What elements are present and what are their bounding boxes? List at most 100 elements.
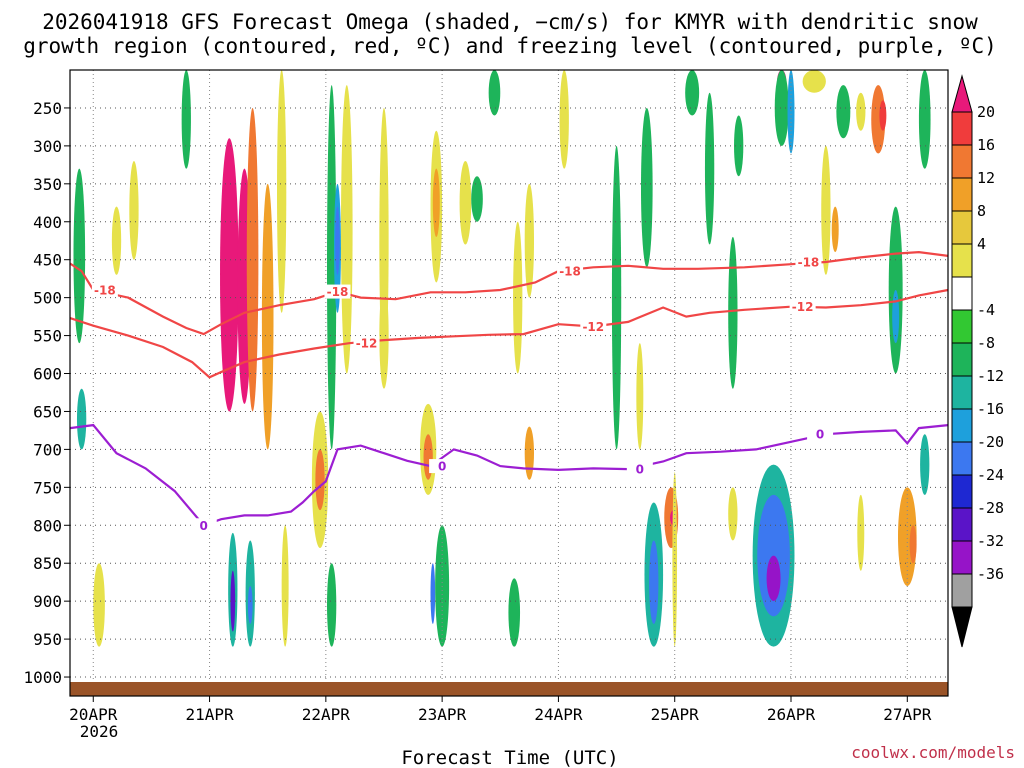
omega-cell-3 — [261, 183, 274, 450]
omega-cell-61 — [247, 585, 253, 624]
omega-cell-66 — [281, 525, 289, 647]
colorbar-label--12: -12 — [977, 367, 1004, 385]
omega-cell-46 — [821, 145, 831, 275]
omega-cell-71 — [836, 85, 851, 139]
omega-cell-9 — [335, 206, 340, 275]
y-tick-label-250: 250 — [33, 99, 62, 118]
y-tick-label-500: 500 — [33, 289, 62, 308]
contours: -18 -18 -18 -18 -12 -12 -12 0 0 0 0 — [69, 250, 949, 533]
isotherm-m18-label-0: -18 — [94, 284, 116, 298]
colorbar-label-16: 16 — [977, 136, 995, 154]
omega-cell-34 — [649, 540, 659, 624]
x-tick-label-21APR: 21APR — [185, 705, 234, 724]
isotherm-m12-label-bg-1 — [580, 319, 607, 334]
omega-cell-25 — [524, 183, 535, 298]
omega-cell-31 — [636, 343, 644, 450]
colorbar-label-4: 4 — [977, 235, 986, 253]
y-tick-label-950: 950 — [33, 630, 62, 649]
y-tick-label-650: 650 — [33, 402, 62, 421]
ground-band — [70, 682, 948, 696]
freezing-level-label-0: 0 — [200, 519, 208, 533]
omega-cell-67 — [728, 487, 738, 541]
omega-cell-40 — [734, 115, 744, 177]
colorbar-label--16: -16 — [977, 400, 1004, 418]
x-tick-label-23APR: 23APR — [418, 705, 467, 724]
omega-cell-43 — [766, 555, 781, 602]
plot-background — [70, 70, 948, 696]
omega-cell-53 — [909, 525, 917, 564]
omega-cell-51 — [892, 290, 900, 344]
omega-cell-38 — [685, 70, 700, 116]
omega-cell-37 — [672, 472, 678, 647]
omega-cell-62 — [93, 563, 105, 647]
x-tick-label-20APR: 20APR — [69, 705, 118, 724]
colorbar-seg-4 — [951, 210, 973, 245]
chart-title-line2: growth region (contoured, red, ºC) and f… — [23, 34, 997, 58]
chart-title-line1: 2026041918 GFS Forecast Omega (shaded, −… — [42, 10, 978, 34]
x-year-label: 2026 — [80, 722, 119, 741]
isotherm-m18-label-1: -18 — [327, 285, 349, 299]
colorbar-label-12: 12 — [977, 169, 995, 187]
colorbar-seg-6 — [951, 276, 973, 311]
omega-cell-29 — [524, 426, 535, 480]
colorbar-label--32: -32 — [977, 532, 1004, 550]
freezing-level-label-bg-3 — [807, 427, 834, 442]
isotherm-m12-label-0: -12 — [356, 337, 378, 351]
omega-cell-17 — [432, 168, 440, 237]
isotherm-m12-label-bg-2 — [789, 299, 816, 314]
colorbar-seg-13 — [951, 507, 973, 542]
isotherm-m18-label-bg-1 — [324, 284, 351, 299]
omega-cell-30 — [611, 145, 622, 450]
colorbar-label--4: -4 — [977, 301, 995, 319]
y-tick-label-750: 750 — [33, 478, 62, 497]
omega-cell-26 — [559, 70, 569, 169]
freezing-level-label-bg-1 — [429, 459, 456, 474]
omega-cell-10 — [340, 85, 353, 374]
colorbar-label--20: -20 — [977, 433, 1004, 451]
freezing-level-label-2: 0 — [636, 463, 644, 477]
omega-cell-15 — [379, 282, 389, 389]
omega-cell-59 — [230, 570, 236, 632]
y-tick-label-700: 700 — [33, 440, 62, 459]
y-tick-label-350: 350 — [33, 175, 62, 194]
y-tick-label-850: 850 — [33, 554, 62, 573]
omega-cell-18 — [459, 161, 472, 245]
y-axis: 250 300 350 400 450 500 550 600 650 700 750 800 850 9… — [23, 99, 70, 687]
omega-cell-47 — [831, 206, 839, 253]
colorbar: 20 16 12 8 4 -4 -8 -12 -16 -20 -24 -28 -32 -36 — [951, 74, 1004, 648]
isotherm-m12-label-1: -12 — [582, 320, 604, 334]
colorbar-seg-10 — [951, 408, 973, 443]
y-tick-label-800: 800 — [33, 516, 62, 535]
colorbar-top-arrow — [951, 74, 973, 113]
omega-cell-64 — [76, 388, 87, 450]
colorbar-label--28: -28 — [977, 499, 1004, 517]
y-tick-label-900: 900 — [33, 592, 62, 611]
y-tick-label-600: 600 — [33, 365, 62, 384]
omega-cell-55 — [920, 434, 930, 495]
colorbar-seg-12 — [951, 474, 973, 509]
isotherm-m18-label-3: -18 — [798, 255, 820, 269]
omega-cell-68 — [802, 70, 826, 93]
colorbar-seg-2 — [951, 144, 973, 179]
omega-cell-65 — [181, 70, 191, 169]
isotherm-m12-label-bg-0 — [353, 336, 380, 351]
omega-cell-50 — [888, 206, 903, 374]
colorbar-seg-5 — [951, 243, 973, 278]
omega-cell-54 — [918, 70, 931, 169]
colorbar-seg-7 — [951, 309, 973, 344]
omega-cell-63 — [73, 168, 86, 344]
colorbar-label--24: -24 — [977, 466, 1004, 484]
colorbar-bottom-arrow — [951, 606, 973, 648]
colorbar-seg-15 — [951, 573, 973, 608]
omega-cell-7 — [327, 85, 337, 450]
x-axis-label: Forecast Time (UTC) — [401, 747, 618, 768]
x-tick-label-27APR: 27APR — [883, 705, 932, 724]
y-tick-label-400: 400 — [33, 213, 62, 232]
omega-cell-19 — [471, 176, 483, 222]
omega-cell-32 — [640, 107, 653, 268]
omega-cell-0 — [220, 138, 239, 412]
x-tick-label-22APR: 22APR — [302, 705, 351, 724]
colorbar-seg-1 — [951, 111, 973, 146]
colorbar-seg-8 — [951, 342, 973, 377]
